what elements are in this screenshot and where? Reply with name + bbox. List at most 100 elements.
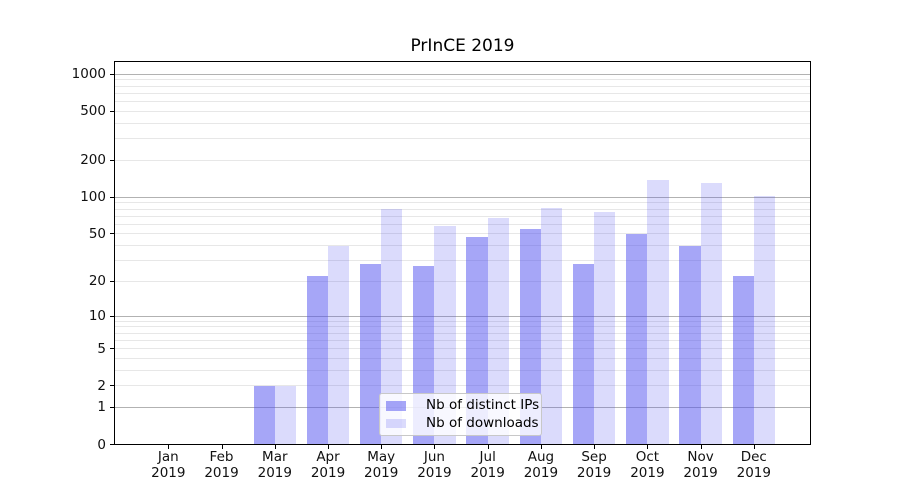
- legend-label: Nb of distinct IPs: [426, 397, 540, 414]
- gridline-minor: [115, 339, 810, 341]
- x-tick-mark: [700, 445, 702, 449]
- gridline-minor: [115, 385, 810, 387]
- y-tick-mark: [110, 233, 114, 235]
- x-tick-label-jun-2019: Jun 2019: [417, 449, 452, 481]
- gridline-minor: [115, 320, 810, 322]
- y-tick-label: 500: [80, 103, 106, 120]
- x-tick-label-apr-2019: Apr 2019: [310, 449, 346, 481]
- bar-nb-of-distinct-ips-dec-2019: [732, 276, 754, 445]
- x-tick-mark: [434, 445, 436, 449]
- bar-nb-of-downloads-dec-2019: [753, 195, 776, 445]
- x-tick-label-sep-2019: Sep 2019: [576, 449, 612, 481]
- bar-nb-of-distinct-ips-may-2019: [359, 264, 382, 445]
- y-tick-mark: [110, 73, 114, 75]
- x-tick-mark: [168, 445, 170, 449]
- legend-item-nb-of-distinct-ips: Nb of distinct IPs: [386, 397, 539, 414]
- bar-nb-of-downloads-aug-2019: [540, 208, 563, 445]
- x-tick-label-feb-2019: Feb 2019: [204, 449, 239, 481]
- gridline-minor: [115, 215, 810, 217]
- x-tick-label-jan-2019: Jan 2019: [151, 449, 186, 481]
- gridline-minor: [115, 122, 810, 124]
- gridline-major: [115, 73, 810, 75]
- y-tick-label: 1000: [71, 66, 106, 83]
- gridline-minor: [115, 259, 810, 261]
- y-tick-label: 20: [88, 273, 106, 290]
- gridline-minor: [115, 92, 810, 94]
- y-tick-mark: [110, 406, 114, 408]
- x-tick-label-nov-2019: Nov 2019: [683, 449, 718, 481]
- gridline-minor: [115, 79, 810, 81]
- gridline-minor: [115, 101, 810, 102]
- x-tick-mark: [381, 445, 383, 449]
- x-tick-mark: [221, 445, 223, 449]
- y-tick-label: 5: [97, 340, 106, 357]
- gridline-minor: [115, 245, 810, 246]
- gridline-minor: [115, 280, 810, 282]
- x-tick-mark: [487, 445, 489, 449]
- x-tick-mark: [274, 445, 276, 449]
- y-tick-label: 50: [88, 225, 106, 242]
- y-tick-mark: [110, 315, 114, 317]
- bar-nb-of-distinct-ips-nov-2019: [679, 245, 701, 445]
- x-tick-mark: [647, 445, 649, 449]
- legend-color-patch: [386, 418, 406, 428]
- y-tick-mark: [110, 444, 114, 445]
- y-tick-mark: [110, 159, 114, 161]
- y-tick-label: 2: [97, 377, 106, 394]
- y-tick-label: 100: [80, 189, 106, 206]
- gridline-minor: [115, 110, 810, 112]
- bar-nb-of-distinct-ips-oct-2019: [626, 233, 648, 445]
- bar-nb-of-downloads-apr-2019: [328, 245, 350, 445]
- x-tick-label-mar-2019: Mar 2019: [257, 449, 292, 481]
- bar-nb-of-distinct-ips-apr-2019: [306, 276, 328, 445]
- y-tick-label: 1: [97, 399, 106, 416]
- gridline-major: [115, 196, 810, 198]
- bar-nb-of-distinct-ips-sep-2019: [572, 264, 595, 445]
- y-tick-label: 200: [80, 152, 106, 169]
- y-tick-mark: [110, 196, 114, 198]
- gridline-minor: [115, 159, 810, 161]
- x-tick-mark: [753, 445, 755, 449]
- bar-nb-of-downloads-may-2019: [381, 209, 403, 445]
- bar-nb-of-distinct-ips-mar-2019: [253, 385, 275, 445]
- bar-nb-of-downloads-mar-2019: [274, 385, 297, 445]
- chart-title: PrInCE 2019: [410, 36, 515, 56]
- x-tick-label-aug-2019: Aug 2019: [523, 449, 559, 481]
- y-tick-mark: [110, 348, 114, 349]
- gridline-minor: [115, 357, 810, 359]
- gridline-minor: [115, 85, 810, 87]
- y-tick-mark: [110, 110, 114, 112]
- gridline-minor: [115, 233, 810, 235]
- y-tick-label: 10: [88, 308, 106, 324]
- gridline-minor: [115, 369, 810, 371]
- bar-nb-of-distinct-ips-jul-2019: [466, 237, 488, 445]
- legend-label: Nb of downloads: [426, 414, 539, 431]
- y-tick-mark: [110, 385, 114, 387]
- x-tick-label-dec-2019: Dec 2019: [736, 449, 771, 481]
- x-tick-mark: [540, 445, 542, 449]
- x-tick-mark: [328, 445, 329, 449]
- gridline-minor: [115, 223, 810, 225]
- gridline-major: [115, 315, 810, 317]
- bar-nb-of-downloads-jul-2019: [487, 217, 509, 445]
- x-tick-label-jul-2019: Jul 2019: [470, 449, 505, 481]
- bar-nb-of-downloads-jun-2019: [434, 225, 456, 445]
- legend-item-nb-of-downloads: Nb of downloads: [386, 415, 539, 432]
- gridline-minor: [115, 202, 810, 204]
- x-tick-label-may-2019: May 2019: [364, 449, 399, 481]
- y-tick-label: 0: [97, 436, 106, 453]
- gridline-minor: [115, 326, 810, 328]
- legend-color-patch: [386, 401, 406, 411]
- bar-nb-of-downloads-nov-2019: [700, 183, 722, 445]
- gridline-minor: [115, 208, 810, 210]
- gridline-minor: [115, 138, 810, 140]
- gridline-minor: [115, 348, 810, 349]
- y-tick-mark: [110, 280, 114, 282]
- bar-nb-of-distinct-ips-aug-2019: [519, 228, 541, 445]
- x-tick-label-oct-2019: Oct 2019: [630, 449, 665, 481]
- legend: Nb of distinct IPs Nb of downloads: [379, 393, 542, 436]
- x-tick-mark: [594, 445, 596, 449]
- bar-nb-of-downloads-sep-2019: [594, 211, 616, 445]
- bar-nb-of-downloads-oct-2019: [647, 179, 669, 445]
